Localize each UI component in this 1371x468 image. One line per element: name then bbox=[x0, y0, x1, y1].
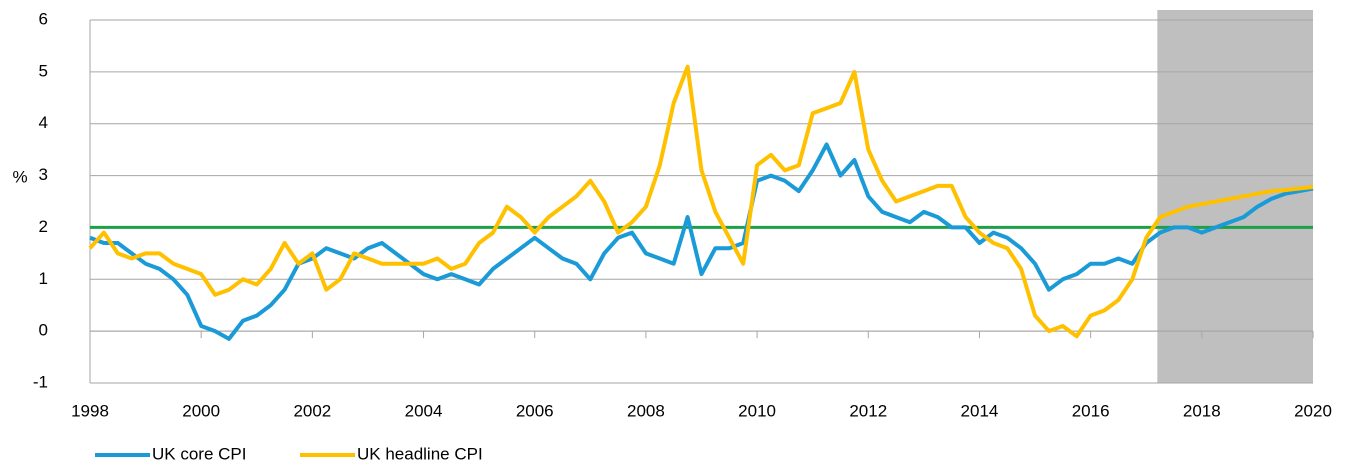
x-tick-label: 2006 bbox=[516, 401, 554, 420]
y-tick-label: 6 bbox=[39, 9, 48, 28]
legend-label: UK headline CPI bbox=[357, 444, 483, 463]
series-line bbox=[88, 64, 1314, 339]
x-tick-label: 2008 bbox=[627, 401, 665, 420]
y-tick-label: 1 bbox=[39, 269, 48, 288]
x-tick-label: 2004 bbox=[405, 401, 443, 420]
y-tick-label: 5 bbox=[39, 61, 48, 80]
x-tick-label: 2020 bbox=[1294, 401, 1332, 420]
y-axis-label: % bbox=[12, 167, 27, 186]
y-tick-label: 2 bbox=[39, 217, 48, 236]
series-line bbox=[89, 142, 1314, 341]
x-tick-label: 2018 bbox=[1183, 401, 1221, 420]
x-tick-label: 2000 bbox=[182, 401, 220, 420]
y-tick-label: 4 bbox=[39, 113, 48, 132]
x-tick-label: 2002 bbox=[293, 401, 331, 420]
x-tick-label: 1998 bbox=[71, 401, 109, 420]
x-tick-label: 2014 bbox=[961, 401, 999, 420]
y-tick-label: -1 bbox=[33, 372, 48, 391]
y-tick-label: 3 bbox=[39, 165, 48, 184]
y-tick-label: 0 bbox=[39, 321, 48, 340]
x-tick-label: 2012 bbox=[849, 401, 887, 420]
x-tick-label: 2010 bbox=[738, 401, 776, 420]
legend-label: UK core CPI bbox=[152, 444, 246, 463]
x-tick-label: 2016 bbox=[1072, 401, 1110, 420]
